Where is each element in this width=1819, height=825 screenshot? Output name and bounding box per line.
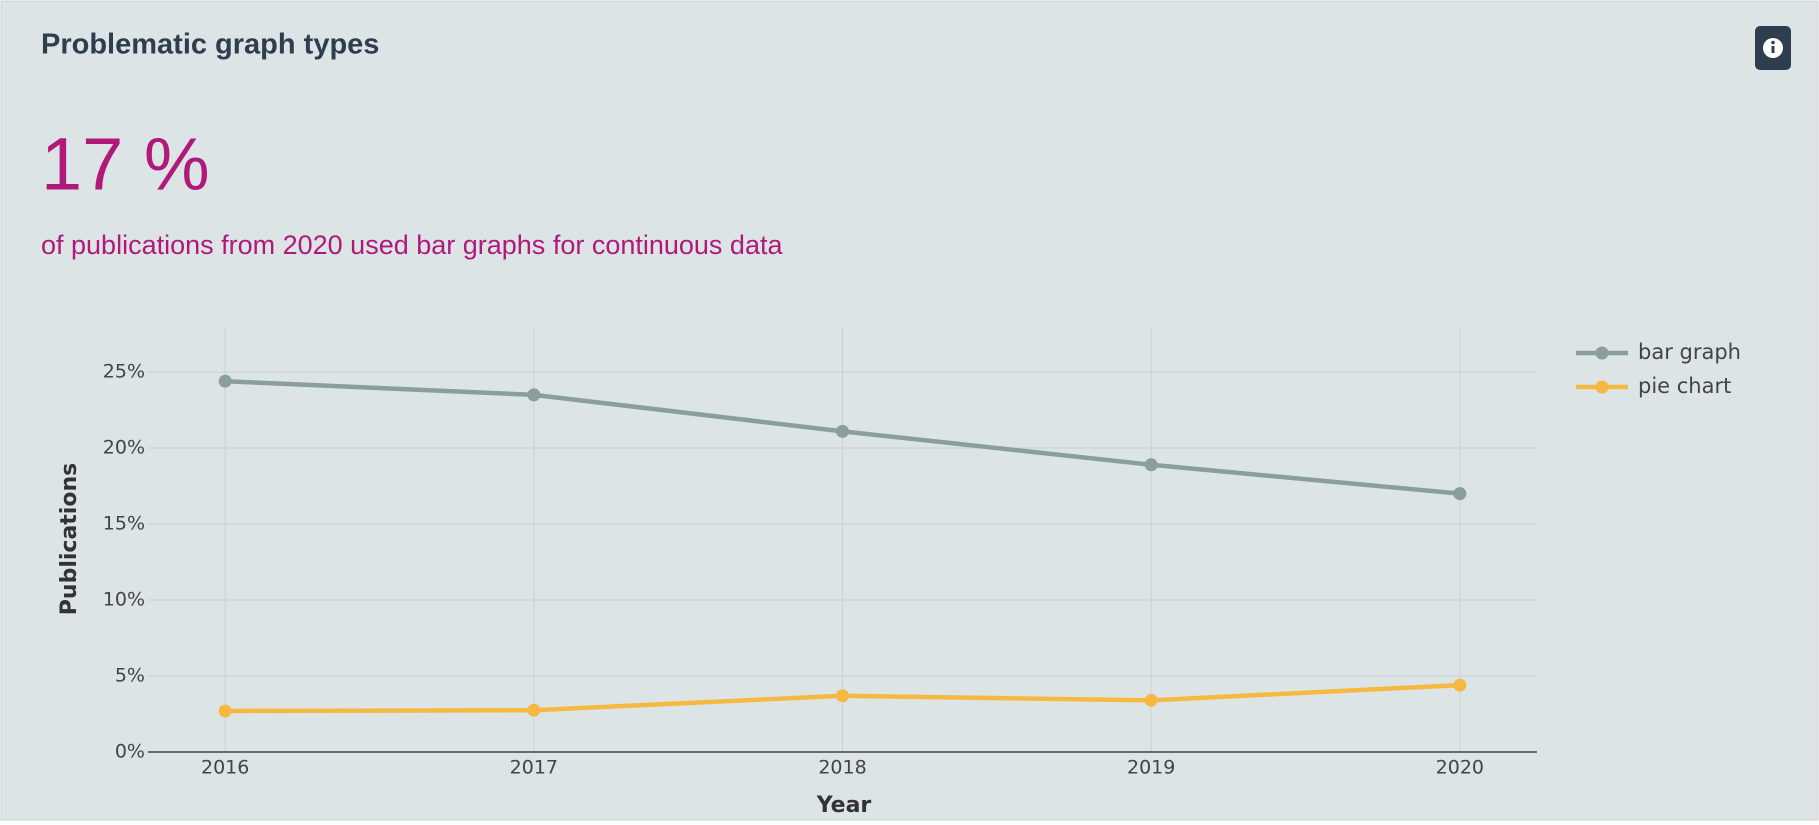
y-tick-label: 15% (103, 513, 145, 535)
info-icon-stem (1771, 46, 1775, 53)
data-point (1453, 678, 1467, 692)
data-point (527, 388, 541, 402)
card-title: Problematic graph types (41, 29, 379, 61)
x-tick-label: 2016 (201, 757, 249, 779)
legend-marker (1595, 346, 1609, 360)
data-point (1144, 693, 1158, 707)
data-point (836, 424, 849, 438)
legend-label: pie chart (1638, 374, 1731, 398)
y-axis-title: Publications (57, 463, 82, 615)
y-tick-label: 0% (115, 741, 145, 763)
y-tick-label: 5% (115, 665, 145, 687)
data-point (1144, 458, 1158, 472)
y-tick-label: 20% (103, 437, 145, 459)
x-tick-label: 2019 (1127, 757, 1175, 779)
legend-label: bar graph (1638, 340, 1741, 364)
data-point (1453, 487, 1467, 501)
stat-label: of publications from 2020 used bar graph… (41, 230, 783, 260)
info-button[interactable] (1755, 26, 1791, 70)
x-tick-label: 2017 (510, 757, 558, 779)
x-tick-label: 2018 (818, 757, 866, 779)
legend-marker (1595, 380, 1609, 394)
x-axis-title: Year (816, 793, 872, 818)
data-point (527, 703, 541, 717)
stat-value: 17 % (41, 123, 210, 206)
y-tick-label: 10% (103, 589, 145, 611)
data-point (836, 689, 849, 703)
x-tick-label: 2020 (1436, 757, 1484, 779)
y-tick-label: 25% (103, 361, 145, 383)
data-point (218, 374, 232, 388)
info-icon-dot (1771, 40, 1775, 45)
data-point (218, 704, 232, 718)
